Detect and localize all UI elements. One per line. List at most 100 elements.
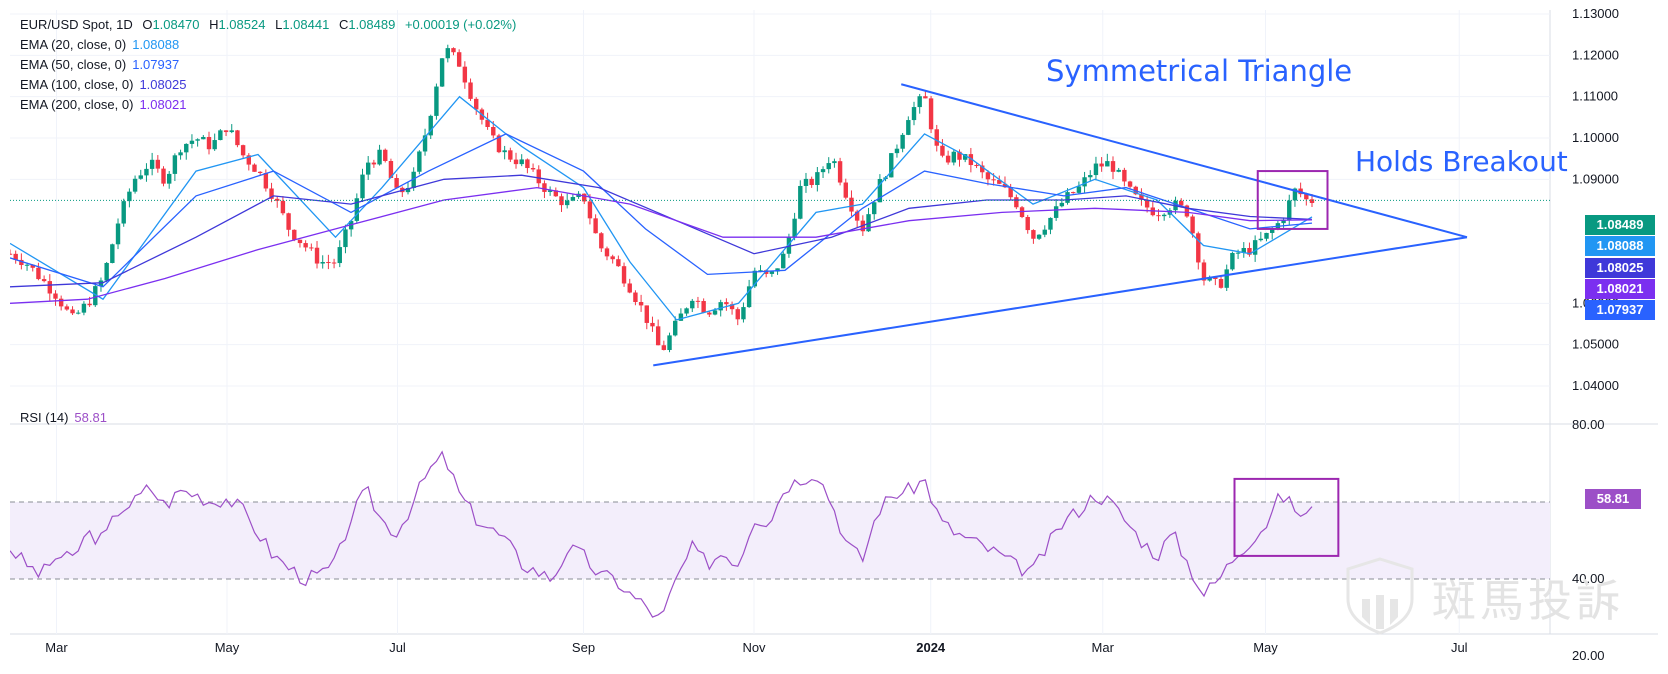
candle-body: [314, 247, 320, 264]
candle-body: [70, 309, 75, 314]
candle-body: [547, 190, 553, 192]
candle-body: [144, 168, 149, 176]
candle-body: [815, 172, 820, 186]
candle-body: [1002, 183, 1008, 188]
candle-body: [371, 162, 377, 165]
candle-body: [837, 161, 843, 183]
candle-body: [10, 253, 13, 255]
candle-body: [593, 218, 598, 234]
candle-body: [928, 98, 934, 130]
candle-body: [1088, 175, 1093, 178]
candle-body: [93, 286, 98, 306]
candle-body: [263, 172, 269, 189]
candle-body: [712, 310, 718, 315]
candle-body: [365, 162, 371, 175]
price-tick-label: 1.04000: [1572, 378, 1619, 393]
candle-body: [1309, 199, 1315, 203]
candle-body: [718, 302, 723, 311]
candle-body: [604, 248, 610, 257]
candle-body: [292, 229, 297, 240]
rsi-value: 58.81: [74, 410, 107, 425]
candle-body: [729, 304, 735, 310]
candle-body: [1065, 192, 1070, 203]
candle-body: [502, 150, 507, 153]
candle-body: [1201, 262, 1207, 281]
ema20-value: 1.08088: [132, 37, 180, 52]
ema50-legend: EMA (50, close, 0) 1.07937: [20, 57, 180, 72]
candle-body: [491, 126, 496, 136]
candle-body: [58, 298, 64, 307]
candle-body: [206, 136, 212, 150]
candle-body: [456, 52, 462, 67]
triangle-lower-trendline: [653, 236, 1468, 367]
candle-body: [64, 306, 70, 310]
candle-body: [1218, 278, 1224, 288]
candle-body: [19, 259, 24, 266]
candle-body: [542, 183, 547, 192]
candle-body: [149, 159, 155, 169]
candle-body: [832, 161, 837, 164]
candle-body: [1247, 247, 1252, 255]
candle-body: [587, 201, 593, 219]
candle-body: [434, 86, 439, 116]
ema100-line: [10, 174, 1313, 288]
candle-body: [297, 239, 303, 244]
ema100-legend: EMA (100, close, 0) 1.08025: [20, 77, 187, 92]
candle-body: [968, 154, 974, 166]
candle-body: [616, 259, 621, 267]
ema100-value: 1.08025: [139, 77, 187, 92]
candle-body: [36, 267, 41, 280]
rsi-tick-label: 40.00: [1572, 571, 1605, 586]
rsi-legend: RSI (14) 58.81: [20, 410, 107, 425]
high-value: H1.08524: [209, 17, 266, 32]
candle-body: [872, 202, 877, 215]
rsi-y-axis: 80.00 40.00 20.00: [1572, 417, 1605, 663]
candle-body: [474, 98, 479, 110]
candle-body: [1287, 200, 1292, 220]
price-tick-label: 1.09000: [1572, 171, 1619, 186]
candle-body: [508, 150, 513, 160]
candle-body: [178, 152, 183, 156]
candle-body: [661, 345, 667, 350]
candle-body: [701, 301, 706, 313]
ema20-legend: EMA (20, close, 0) 1.08088: [20, 37, 180, 52]
price-badge-ema200: 1.08021: [1585, 279, 1655, 299]
candle-body: [1241, 247, 1246, 253]
candle-body: [1014, 197, 1019, 208]
candle-body: [997, 180, 1002, 184]
rsi-tick-label: 20.00: [1572, 648, 1605, 663]
candle-body: [212, 140, 217, 150]
candle-body: [1235, 252, 1241, 254]
candle-body: [877, 178, 883, 203]
candle-body: [1270, 229, 1275, 233]
candle-body: [309, 247, 314, 249]
price-tick-label: 1.10000: [1572, 130, 1619, 145]
candle-body: [1099, 163, 1104, 167]
price-badge-ema100: 1.08025: [1585, 258, 1655, 278]
candle-body: [962, 154, 968, 160]
candle-body: [798, 185, 803, 219]
candle-body: [758, 270, 763, 272]
watermark-text: 斑馬投訴: [1432, 576, 1624, 627]
candle-body: [104, 262, 109, 281]
candle-body: [1139, 194, 1144, 200]
candle-body: [269, 188, 274, 199]
candle-body: [1093, 163, 1099, 176]
candle-body: [252, 164, 257, 172]
price-plot: [10, 44, 1550, 367]
time-tick-label: Mar: [1092, 640, 1115, 655]
candle-body: [786, 237, 792, 254]
candle-body: [690, 300, 695, 309]
candle-body: [229, 130, 234, 133]
price-pane: [10, 10, 1550, 424]
candle-body: [41, 279, 47, 282]
candle-body: [667, 335, 672, 350]
candle-body: [1053, 206, 1059, 218]
candle-body: [360, 174, 365, 199]
candle-body: [445, 48, 450, 59]
candle-body: [331, 262, 337, 264]
time-tick-label: 2024: [916, 640, 946, 655]
breakout-box: [1256, 170, 1329, 230]
candle-body: [383, 149, 388, 162]
candle-body: [485, 119, 490, 127]
